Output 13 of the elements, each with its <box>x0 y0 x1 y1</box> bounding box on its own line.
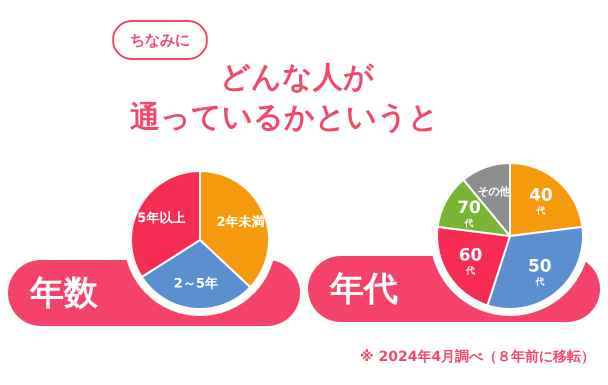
slice-label: 60代 <box>458 245 483 276</box>
text: 年代 <box>330 269 398 309</box>
text: 年数 <box>30 273 98 313</box>
slice-label: 70代 <box>457 198 482 229</box>
slice-label: 50代 <box>528 256 552 288</box>
text: どんな人が <box>220 59 374 97</box>
slice-label: 40代 <box>529 185 553 216</box>
text: ちなみに <box>112 20 208 60</box>
text: 通っているかというと <box>130 99 439 137</box>
text: ※ 2024年4月調べ（８年前に移転） <box>360 348 596 366</box>
slice-label: 2～5年 <box>174 276 218 292</box>
slice-label: 5年以上 <box>137 211 186 226</box>
slice-label: 2年未満 <box>216 214 265 230</box>
